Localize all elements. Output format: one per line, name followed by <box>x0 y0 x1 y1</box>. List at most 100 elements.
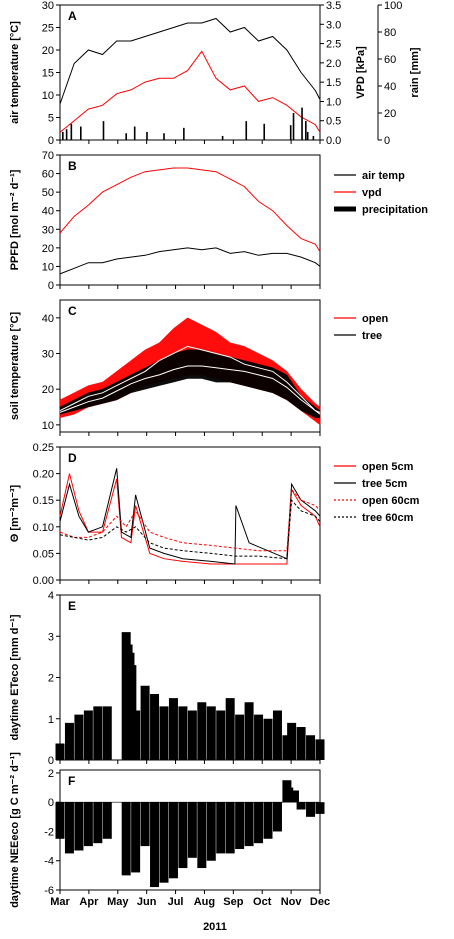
bar-ETeco <box>159 706 169 760</box>
y-tick-label: 10 <box>42 420 54 432</box>
bar-precipitation <box>306 131 309 140</box>
y-tick-label: 10 <box>42 90 54 102</box>
legend-label: air temp <box>362 170 405 182</box>
bar-ETeco <box>235 714 245 760</box>
panel-A: A 0 5 10 15 20 25 30 air temperature [°C] 0.0 0.5 1… <box>9 0 421 147</box>
y-right2-tick-label: 80 <box>384 27 396 39</box>
panel-C: C 10 20 30 40 soil temperature [°C] <box>9 299 321 433</box>
y-tick-label: 0 <box>48 797 54 809</box>
bar-ETeco <box>296 727 306 760</box>
panel-label: F <box>68 774 75 788</box>
bar-ETeco <box>168 698 178 760</box>
bar-ETeco <box>287 722 297 760</box>
y-right2-tick-label: 40 <box>384 81 396 93</box>
bar-ETeco <box>150 694 160 760</box>
y-right-tick-label: 1.5 <box>326 77 341 89</box>
legend-label: open <box>362 313 389 325</box>
bar-ETeco <box>140 685 150 760</box>
bar-NEEeco <box>187 802 197 858</box>
y-tick-label: 0 <box>48 755 54 767</box>
bar-precipitation <box>133 126 136 140</box>
y-tick-label: 30 <box>42 0 54 12</box>
y-right-tick-label: 0.0 <box>326 135 341 147</box>
month-label: Dec <box>310 896 330 908</box>
bar-ETeco <box>131 710 141 760</box>
y-tick-label: -6 <box>44 885 54 897</box>
bar-NEEeco <box>121 802 131 876</box>
month-label: Jun <box>137 896 157 908</box>
y-right2-tick-label: 60 <box>384 54 396 66</box>
bar-NEEeco <box>197 802 207 869</box>
bar-NEEeco <box>272 802 282 832</box>
y-tick-label: 0 <box>48 280 54 292</box>
bar-ETeco <box>83 710 93 760</box>
y-right-tick-label: 3.0 <box>326 19 341 31</box>
y-tick-label: 3 <box>48 631 54 643</box>
bar-NEEeco <box>83 802 93 847</box>
y-tick-label: 30 <box>42 349 54 361</box>
panel-label: A <box>68 9 77 23</box>
line-open-60cm <box>59 488 321 552</box>
y-tick-label: 25 <box>42 23 54 35</box>
bar-precipitation <box>221 135 224 140</box>
y-tick-label: 0.20 <box>33 469 54 481</box>
bar-precipitation <box>163 133 165 140</box>
month-label: Jul <box>168 896 184 908</box>
bar-precipitation <box>289 125 292 140</box>
bar-NEEeco <box>289 790 299 803</box>
bar-NEEeco <box>315 802 325 814</box>
bar-ETeco <box>216 710 226 760</box>
panel-D: D 0.00 0.05 0.10 0.15 0.20 0.25 Θ [m⁻³m⁻³] <box>9 442 321 587</box>
bar-precipitation <box>292 113 295 140</box>
y-axis-label: soil temperature [°C] <box>9 312 21 421</box>
y-tick-label: 0.15 <box>33 495 54 507</box>
panel-frame <box>59 299 321 433</box>
month-label: Sep <box>223 896 243 908</box>
line-tree-60cm <box>59 498 321 560</box>
panel-label: C <box>68 304 77 318</box>
line-tree-smooth <box>59 365 321 413</box>
y-tick-label: -2 <box>44 826 54 838</box>
bar-NEEeco <box>254 802 264 844</box>
y-tick-label: 10 <box>42 261 54 273</box>
bar-ETeco <box>93 706 103 760</box>
bar-NEEeco <box>159 802 169 883</box>
panel-frame <box>59 4 321 141</box>
bar-NEEeco <box>178 802 188 869</box>
line-open-smooth <box>59 345 321 415</box>
line-vpd <box>59 50 321 133</box>
y-tick-label: 20 <box>42 384 54 396</box>
bar-ETeco <box>64 722 74 760</box>
month-label: Mar <box>50 896 70 908</box>
y-tick-label: 40 <box>42 313 54 325</box>
y-tick-label: 0.25 <box>33 442 54 454</box>
bar-NEEeco <box>244 802 254 847</box>
x-axis-title: 2011 <box>203 921 227 933</box>
y-axis-label: daytime ETeco [mm d⁻¹] <box>9 614 21 740</box>
bar-ETeco <box>315 739 325 760</box>
y-right-tick-label: 3.5 <box>326 0 341 12</box>
y-tick-label: 20 <box>42 243 54 255</box>
bar-ETeco <box>55 743 65 760</box>
legend-D: open 5cm tree 5cm open 60cm tree 60cm <box>334 461 420 524</box>
bar-NEEeco <box>64 802 74 854</box>
bar-NEEeco <box>150 802 160 888</box>
panel-B: B 0 10 20 30 40 50 60 70 PPFD [mol m⁻² d⁻¹] <box>9 150 321 292</box>
y-tick-label: 15 <box>42 68 54 80</box>
bar-NEEeco <box>131 802 141 873</box>
line-tree-5cm <box>59 468 321 565</box>
bar-NEEeco <box>102 802 112 839</box>
bar-precipitation <box>125 133 127 140</box>
bar-precipitation <box>62 131 64 140</box>
bar-ETeco <box>263 718 273 760</box>
y-right-tick-label: 2.5 <box>326 39 341 51</box>
y-right2-axis-label: rain [mm] <box>409 47 421 97</box>
bar-precipitation <box>301 107 303 140</box>
y-tick-label: 2 <box>48 673 54 685</box>
y-tick-label: 5 <box>48 113 54 125</box>
y-axis-label: PPFD [mol m⁻² d⁻¹] <box>9 169 21 270</box>
month-label: May <box>107 896 129 908</box>
bar-ETeco <box>187 710 197 760</box>
